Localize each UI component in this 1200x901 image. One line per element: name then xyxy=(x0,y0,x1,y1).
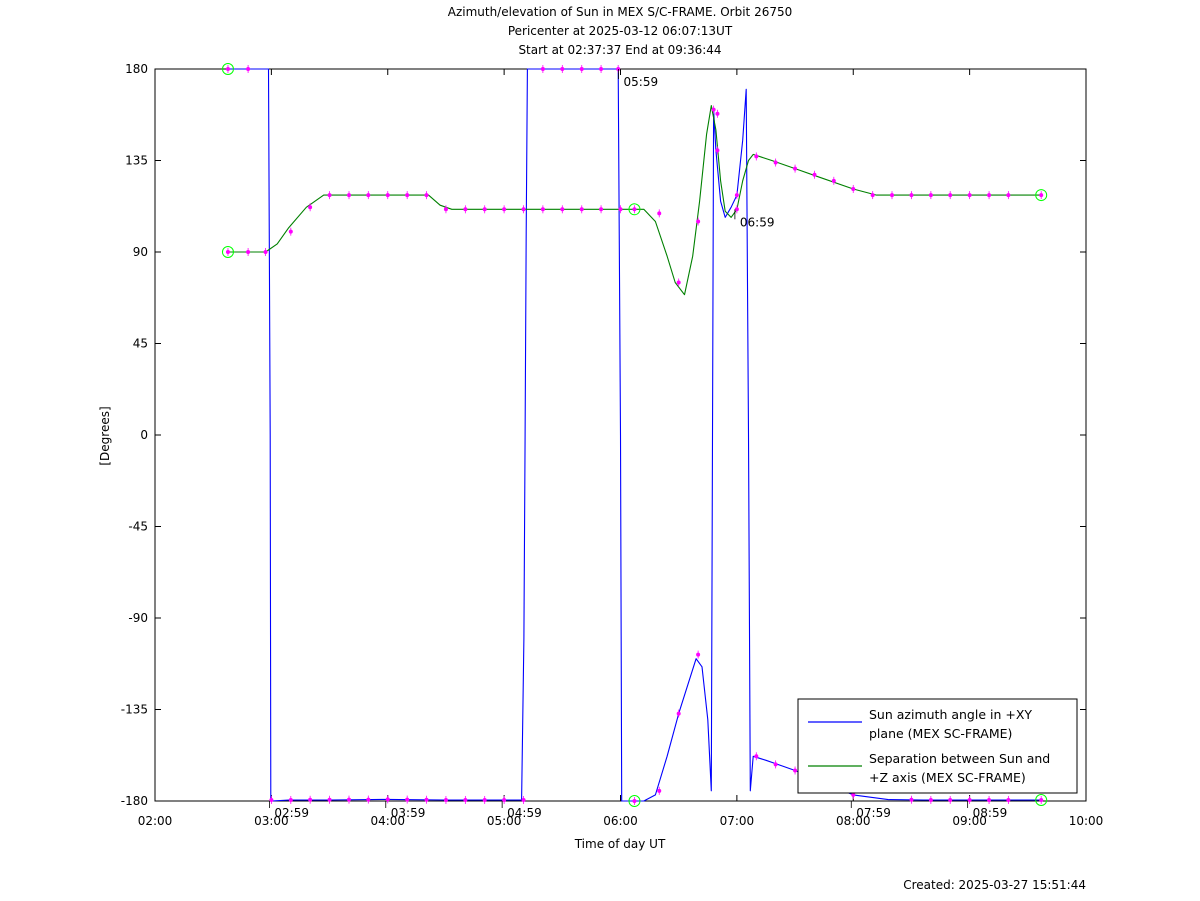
y-tick-label: 45 xyxy=(133,337,148,351)
separation-series-line xyxy=(228,105,1042,296)
legend-entry-separation-label: Separation between Sun and xyxy=(869,751,1050,766)
x-tick-label: 09:00 xyxy=(952,814,987,828)
x-tick-label: 04:00 xyxy=(370,814,405,828)
endpoint-circle xyxy=(221,63,234,75)
chart-title-line-3: Start at 02:37:37 End at 09:36:44 xyxy=(518,43,721,57)
hour-annotation-label: 08:59 xyxy=(973,806,1008,820)
hour-annotation-label: 07:59 xyxy=(856,806,891,820)
y-tick-label: -180 xyxy=(121,794,148,808)
endpoint-circle xyxy=(1035,189,1048,202)
legend-box xyxy=(797,698,1078,794)
y-tick-label: -45 xyxy=(128,520,148,534)
y-tick-label: 135 xyxy=(125,154,148,168)
endpoint-circle xyxy=(221,246,234,258)
x-tick-label: 07:00 xyxy=(720,814,755,828)
legend-entry-azimuth-label: plane (MEX SC-FRAME) xyxy=(869,726,1012,741)
y-axis-label: [Degrees] xyxy=(98,406,112,465)
hour-annotation-label: 05:59 xyxy=(624,75,659,89)
hour-annotation-label: 06:59 xyxy=(740,215,775,229)
endpoint-circle xyxy=(628,203,641,216)
created-footer: Created: 2025-03-27 15:51:44 xyxy=(903,878,1086,892)
azimuth-series-line xyxy=(228,68,1042,802)
chart-title-line-2: Pericenter at 2025-03-12 06:07:13UT xyxy=(508,24,733,38)
hour-annotation-label: 04:59 xyxy=(507,806,542,820)
hour-annotation-label: 02:59 xyxy=(274,806,309,820)
legend: Sun azimuth angle in +XY plane (MEX SC-FR… xyxy=(797,698,1078,794)
endpoint-circle xyxy=(1035,793,1048,806)
x-axis-label: Time of day UT xyxy=(574,837,666,851)
y-tick-label: -135 xyxy=(121,703,148,717)
x-tick-label: 03:00 xyxy=(254,814,289,828)
y-tick-label: 90 xyxy=(133,245,148,259)
legend-entry-separation-label: +Z axis (MEX SC-FRAME) xyxy=(869,770,1026,785)
chart-title-line-1: Azimuth/elevation of Sun in MEX S/C-FRAM… xyxy=(448,5,793,19)
title-block: Azimuth/elevation of Sun in MEX S/C-FRAM… xyxy=(448,5,793,57)
x-tick-label: 06:00 xyxy=(603,814,638,828)
x-tick-label: 08:00 xyxy=(836,814,871,828)
y-tick-label: -90 xyxy=(128,611,148,625)
hour-annotation-label: 03:59 xyxy=(391,806,426,820)
y-tick-label: 180 xyxy=(125,62,148,76)
x-tick-label: 05:00 xyxy=(487,814,522,828)
legend-entry-azimuth-label: Sun azimuth angle in +XY xyxy=(869,707,1032,722)
x-tick-label: 10:00 xyxy=(1069,814,1104,828)
y-tick-label: 0 xyxy=(140,428,148,442)
x-tick-label: 02:00 xyxy=(138,814,173,828)
plot-area: 02:00 03:00 04:00 05:00 06:00 07:00 08:00 09:00… xyxy=(121,62,1104,828)
endpoint-circle xyxy=(628,795,641,807)
